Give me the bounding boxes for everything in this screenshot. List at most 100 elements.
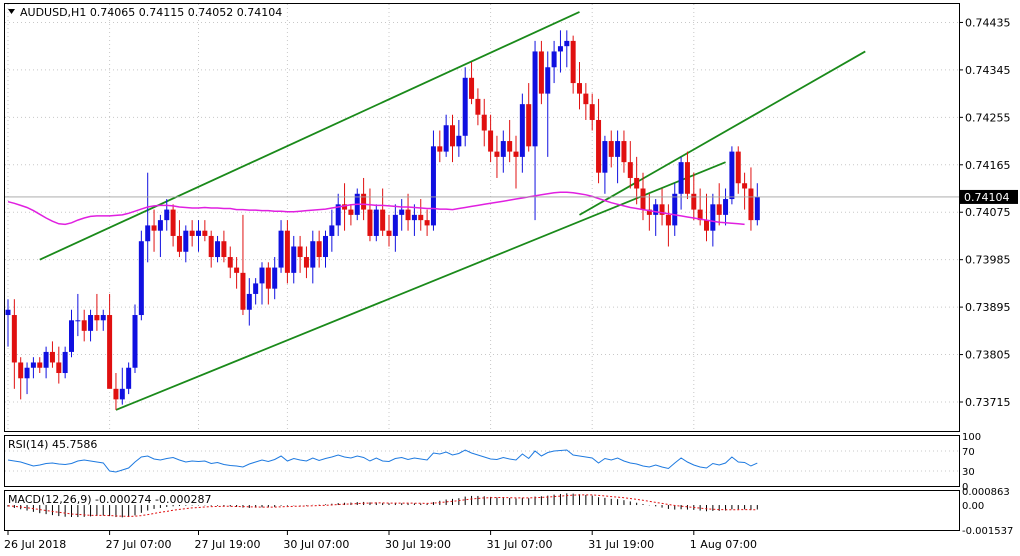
price-tick-label: 0.73895	[965, 301, 1011, 314]
bearish-candle	[665, 204, 671, 247]
bearish-candle	[494, 135, 500, 178]
bullish-candle	[545, 51, 551, 157]
macd-tick-label: 0.00	[962, 501, 984, 512]
candle-body	[30, 362, 36, 368]
price-pane-frame	[4, 3, 960, 432]
symbol-header: AUDUSD,H1 0.74065 0.74115 0.74052 0.7410…	[8, 6, 282, 19]
macd-tick-label: 0.000863	[962, 487, 1010, 498]
trend-channel	[39, 11, 866, 411]
bearish-candle	[386, 214, 392, 247]
candle-body	[157, 220, 163, 231]
channel-line-upper	[39, 11, 580, 261]
candle-body	[450, 125, 455, 147]
candle-body	[5, 309, 11, 316]
bullish-candle	[710, 193, 716, 247]
time-tick-label: 1 Aug 07:00	[690, 538, 757, 551]
bearish-candle	[424, 209, 430, 236]
bearish-candle	[659, 188, 665, 226]
candle-body	[164, 209, 170, 221]
candle-body	[545, 67, 551, 94]
rsi-tick-label: 30	[962, 467, 975, 478]
bearish-candle	[513, 135, 519, 189]
bullish-candle	[519, 93, 525, 173]
bearish-candle	[221, 230, 227, 263]
candle-body	[653, 204, 659, 215]
candle-body	[183, 230, 189, 252]
time-axis: 26 Jul 2018 27 Jul 07:00 27 Jul 19:00 30 Ju…	[4, 531, 757, 551]
candle-body	[297, 246, 303, 258]
candle-body	[627, 162, 633, 178]
bearish-candle	[265, 262, 271, 305]
dropdown-triangle-icon[interactable]	[8, 9, 15, 14]
candle-body	[107, 315, 113, 389]
bearish-candle	[202, 220, 208, 242]
bearish-candle	[589, 93, 595, 131]
candle-body	[335, 204, 341, 226]
candle-body	[126, 367, 132, 389]
bearish-candle	[284, 220, 290, 284]
candle-body	[443, 125, 449, 152]
candle-body	[246, 293, 252, 310]
bullish-candle	[653, 199, 659, 236]
bullish-candle	[399, 199, 405, 231]
bearish-candle	[704, 193, 709, 242]
macd-signal-line	[7, 494, 758, 517]
candle-body	[557, 46, 563, 52]
candle-body	[742, 183, 748, 189]
bullish-candle	[88, 309, 94, 342]
candle-body	[170, 209, 176, 236]
bullish-candle	[157, 214, 163, 258]
bullish-candle	[132, 304, 138, 374]
bullish-candle	[500, 130, 506, 173]
candle-body	[399, 209, 405, 215]
candle-body	[113, 388, 119, 400]
candle-body	[672, 193, 678, 226]
channel-line-parallel-extension	[579, 50, 866, 216]
time-tick-label: 30 Jul 07:00	[283, 538, 349, 551]
bearish-candle	[405, 193, 411, 231]
rsi-pane-frame	[4, 435, 960, 487]
bullish-candle	[392, 204, 398, 252]
rsi-tick-label: 70	[962, 447, 975, 458]
candle-body	[392, 214, 398, 236]
bullish-candle	[754, 183, 760, 226]
bearish-candle	[151, 209, 157, 252]
candle-body	[418, 214, 424, 221]
candle-body	[361, 193, 367, 210]
bullish-candle	[259, 262, 265, 305]
candle-body	[589, 104, 595, 120]
bearish-candle	[56, 346, 62, 384]
bearish-candle	[303, 246, 309, 279]
bearish-candle	[742, 172, 748, 210]
bullish-candle	[291, 235, 297, 284]
bearish-candle	[227, 246, 233, 279]
channel-line-lower	[115, 161, 726, 411]
candle-body	[284, 230, 290, 273]
price-tick-label: 0.73805	[965, 349, 1011, 362]
candle-body	[723, 199, 729, 215]
bearish-candle	[596, 98, 602, 184]
macd-header: MACD(12,26,9) -0.000274 -0.000287	[8, 493, 211, 506]
candle-body	[278, 230, 284, 268]
time-tick-label: 31 Jul 19:00	[588, 538, 654, 551]
bearish-candle	[49, 341, 55, 368]
candle-body	[208, 235, 214, 258]
rsi-axis: 100 70 30 0	[5, 432, 981, 493]
candles	[5, 30, 760, 410]
bearish-candle	[437, 130, 443, 163]
bearish-candle	[342, 183, 348, 231]
candle-body	[202, 230, 208, 236]
bearish-candle	[475, 88, 481, 126]
candle-body	[411, 214, 417, 221]
current-price-marker: 0.74104	[5, 189, 1018, 204]
candle-body	[69, 320, 74, 352]
bullish-candle	[557, 30, 563, 73]
candle-body	[291, 246, 297, 273]
price-tick-label: 0.74435	[965, 16, 1011, 29]
candle-body	[386, 230, 392, 236]
bullish-candle	[196, 220, 201, 252]
candle-body	[754, 196, 760, 221]
bullish-candle	[329, 209, 335, 252]
bearish-candle	[621, 130, 627, 173]
